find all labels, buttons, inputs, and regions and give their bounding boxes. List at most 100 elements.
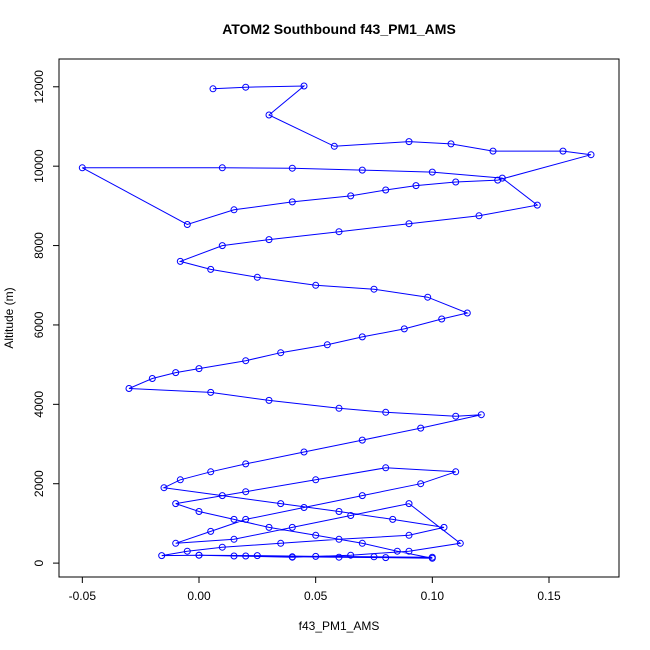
y-tick-label: 10000 (32, 149, 46, 183)
data-point (172, 500, 180, 508)
data-point (253, 273, 261, 281)
data-point (335, 535, 343, 543)
data-point (358, 539, 366, 547)
data-point (533, 201, 541, 209)
data-point (242, 515, 250, 523)
data-point (393, 547, 401, 555)
y-tick-label: 4000 (32, 391, 46, 418)
data-point (335, 508, 343, 515)
data-point (195, 551, 203, 559)
data-point (78, 164, 86, 172)
data-point (347, 551, 355, 559)
data-point (176, 476, 184, 484)
data-point (265, 396, 273, 404)
data-point (417, 424, 425, 432)
data-point (358, 333, 366, 341)
data-point (230, 515, 238, 523)
data-point (288, 523, 296, 531)
data-point (587, 151, 595, 159)
data-point (242, 357, 250, 365)
y-tick-label: 0 (32, 559, 46, 566)
data-point (463, 309, 471, 317)
data-point (447, 140, 455, 148)
data-point (207, 527, 215, 535)
data-point (158, 552, 166, 560)
data-point (265, 236, 273, 244)
y-axis: 0 2000 4000 6000 8000 10000 12000 (32, 70, 60, 566)
x-tick-label: 0.00 (187, 589, 211, 603)
data-point (277, 500, 285, 508)
data-point (265, 523, 273, 531)
data-point (389, 515, 397, 523)
data-point (148, 375, 156, 382)
data-point (288, 553, 296, 561)
y-tick-label: 6000 (32, 311, 46, 338)
data-point (370, 285, 378, 293)
data-point (440, 523, 448, 531)
y-tick-label: 12000 (32, 70, 46, 104)
data-point (424, 293, 432, 301)
data-point (438, 315, 446, 323)
data-point (312, 281, 320, 289)
series-line (82, 85, 592, 559)
data-point (477, 411, 485, 419)
data-point (312, 552, 320, 560)
data-point (183, 221, 191, 228)
data-point (456, 539, 464, 547)
data-point (370, 553, 378, 561)
data-point (300, 448, 308, 456)
data-point (347, 192, 355, 200)
data-point (300, 504, 308, 511)
data-point (312, 476, 320, 484)
data-point (428, 553, 436, 561)
data-point (207, 388, 215, 396)
data-point (172, 539, 180, 547)
data-point (183, 547, 191, 555)
data-point (253, 552, 261, 560)
x-tick-label: -0.05 (69, 589, 97, 603)
data-point (382, 408, 390, 416)
y-tick-label: 2000 (32, 470, 46, 497)
x-axis: -0.05 0.00 0.05 0.10 0.15 (69, 576, 561, 603)
data-point (218, 492, 226, 500)
data-point (498, 174, 506, 182)
data-point (265, 111, 273, 119)
data-point (358, 436, 366, 444)
data-point (405, 500, 413, 508)
data-point (207, 468, 215, 476)
data-point (218, 164, 226, 172)
y-tick-label: 8000 (32, 232, 46, 259)
data-point (559, 147, 567, 155)
data-point (209, 85, 217, 93)
data-point (230, 535, 238, 543)
data-point (335, 228, 343, 236)
data-point (160, 484, 168, 492)
data-point (452, 468, 460, 476)
data-point (312, 531, 320, 539)
data-point (417, 480, 425, 488)
data-point (172, 369, 180, 377)
data-point (242, 460, 250, 468)
data-point (218, 543, 226, 551)
data-point (382, 464, 390, 472)
data-point (242, 552, 250, 560)
data-point (405, 138, 413, 146)
data-point (288, 164, 296, 172)
data-point (323, 341, 331, 349)
data-point (330, 142, 338, 150)
data-point (277, 539, 285, 547)
y-axis-label: Altitude (m) (2, 287, 16, 348)
data-point (452, 412, 460, 420)
data-point (347, 512, 355, 519)
data-point (382, 554, 390, 562)
data-point (230, 206, 238, 214)
data-point (405, 220, 413, 228)
plot-area (78, 82, 595, 562)
data-point (494, 176, 502, 184)
data-point (489, 147, 497, 155)
data-point (207, 265, 215, 273)
data-point (288, 198, 296, 206)
data-point (230, 552, 238, 560)
